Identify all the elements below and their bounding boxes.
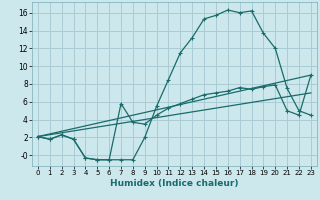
- X-axis label: Humidex (Indice chaleur): Humidex (Indice chaleur): [110, 179, 239, 188]
